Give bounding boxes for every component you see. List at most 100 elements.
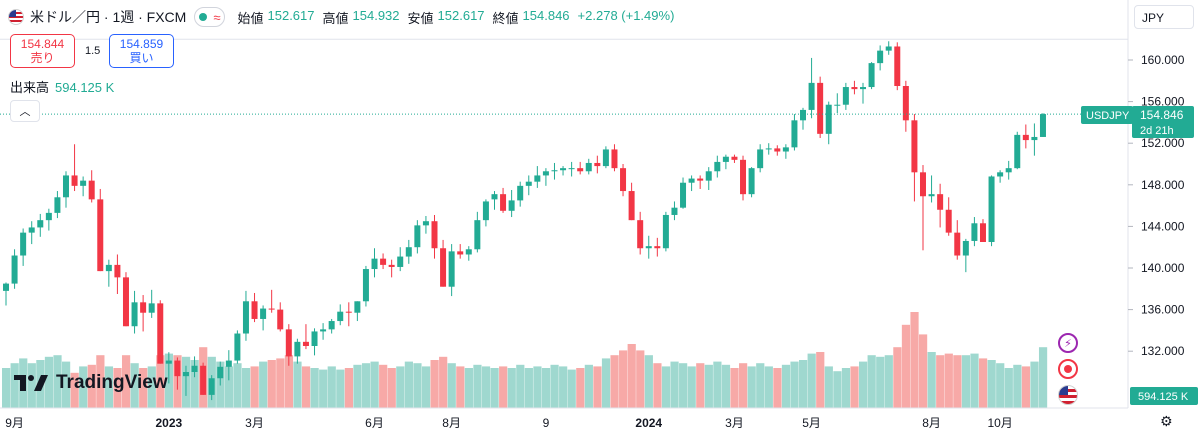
volume-bar	[816, 352, 825, 408]
candle-body	[714, 161, 721, 172]
symbol-price-tag: USDJPY 154.846 2d 21h	[1081, 106, 1194, 138]
volume-bar	[70, 372, 79, 408]
candle-body	[311, 331, 318, 346]
candle-body	[165, 360, 172, 364]
y-tick-label: 144.000	[1141, 219, 1185, 233]
volume-bar	[824, 366, 833, 408]
candle-body	[88, 180, 95, 200]
volume-bar	[807, 353, 816, 408]
x-tick-label: 5月	[802, 416, 821, 430]
candle-body	[834, 104, 841, 106]
candle-body	[234, 333, 241, 361]
record-icon[interactable]	[1058, 359, 1078, 379]
volume-bar	[233, 363, 242, 408]
candle-body	[954, 232, 961, 256]
change-value: +2.278 (+1.49%)	[577, 7, 675, 23]
candle-body	[842, 87, 849, 105]
volume-bar	[559, 366, 568, 408]
candle-body	[37, 220, 44, 228]
candle-body	[945, 209, 952, 233]
candle-body	[71, 175, 78, 186]
volume-label: 出来高	[10, 80, 50, 95]
candle-body	[345, 311, 352, 313]
x-tick-label: 3月	[725, 416, 744, 430]
us-flag-event-icon[interactable]	[1058, 385, 1078, 405]
candle-body	[791, 120, 798, 148]
candle-body	[705, 171, 712, 181]
buy-label: 買い	[129, 51, 154, 65]
candle-body	[414, 225, 421, 248]
volume-bar	[1021, 366, 1031, 408]
volume-bar	[53, 355, 62, 408]
volume-bar	[679, 363, 688, 408]
volume-bar	[224, 366, 234, 408]
volume-bar	[379, 364, 388, 408]
volume-legend: 出来高 594.125 K	[10, 77, 114, 96]
tradingview-logo: TradingView	[14, 372, 168, 394]
candle-body	[894, 46, 901, 86]
volume-bar	[661, 366, 671, 408]
candle-body	[200, 365, 207, 395]
volume-bar	[567, 369, 576, 408]
currency-selector[interactable]: JPY	[1134, 5, 1194, 29]
volume-bar	[361, 363, 371, 408]
volume-bar	[27, 363, 36, 408]
volume-bar	[490, 368, 499, 408]
volume-bar	[953, 355, 962, 408]
candle-body	[482, 201, 489, 221]
volume-bar	[867, 355, 876, 408]
x-tick-label: 3月	[245, 416, 264, 430]
volume-bar	[156, 355, 165, 408]
candle-body	[671, 207, 678, 215]
candle-body	[191, 365, 198, 372]
candle-body	[731, 156, 738, 160]
volume-bar	[756, 363, 765, 408]
candle-body	[919, 172, 926, 197]
trade-panel: 154.844 売り 1.5 154.859 買い	[10, 34, 174, 68]
candle-body	[3, 283, 9, 291]
candle-body	[20, 232, 27, 256]
candle-body	[928, 194, 935, 197]
volume-bar	[284, 355, 294, 408]
volume-bar	[936, 355, 945, 408]
sell-button[interactable]: 154.844 売り	[10, 34, 75, 68]
candle-body	[774, 148, 781, 152]
candle-body	[757, 149, 764, 169]
volume-value: 594.125 K	[55, 80, 115, 95]
volume-bar	[310, 368, 319, 408]
symbol-title[interactable]: 米ドル／円 · 1週 · FXCM	[30, 9, 187, 25]
candle-body	[448, 251, 455, 287]
volume-bar	[370, 361, 379, 408]
volume-bar	[413, 363, 422, 408]
volume-bar	[576, 368, 585, 408]
low-value: 152.617	[437, 7, 485, 23]
brand-name: TradingView	[56, 372, 168, 393]
candle-body	[157, 303, 164, 364]
volume-bar	[747, 366, 756, 408]
volume-bar	[970, 353, 979, 408]
x-tick-label: 6月	[365, 416, 384, 430]
volume-bar	[250, 366, 259, 408]
close-label: 終値	[492, 10, 519, 26]
x-tick-label: 2023	[155, 416, 182, 430]
candle-body	[800, 109, 807, 121]
market-status-toggle[interactable]: ≈	[194, 7, 226, 27]
volume-bar	[850, 366, 859, 408]
open-value: 152.617	[267, 7, 315, 23]
volume-bar	[644, 355, 653, 408]
candle-body	[885, 46, 892, 51]
gear-icon[interactable]: ⚙	[1160, 413, 1173, 429]
candle-body	[1014, 134, 1021, 169]
candle-body	[174, 360, 181, 377]
sell-label: 売り	[30, 51, 55, 65]
volume-bar	[1038, 347, 1048, 408]
lightning-icon[interactable]: ⚡	[1058, 333, 1078, 353]
chevron-up-icon[interactable]: ︿	[10, 100, 40, 122]
volume-bar	[876, 356, 885, 408]
volume-bar	[670, 361, 679, 408]
buy-button[interactable]: 154.859 買い	[109, 34, 174, 68]
x-tick-label: 8月	[922, 416, 941, 430]
volume-bar	[293, 361, 302, 408]
open-label: 始値	[237, 10, 264, 26]
